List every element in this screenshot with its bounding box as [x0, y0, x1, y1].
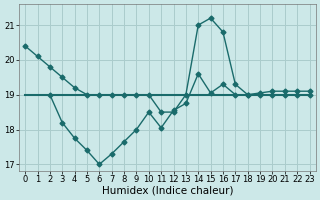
X-axis label: Humidex (Indice chaleur): Humidex (Indice chaleur) [101, 186, 233, 196]
